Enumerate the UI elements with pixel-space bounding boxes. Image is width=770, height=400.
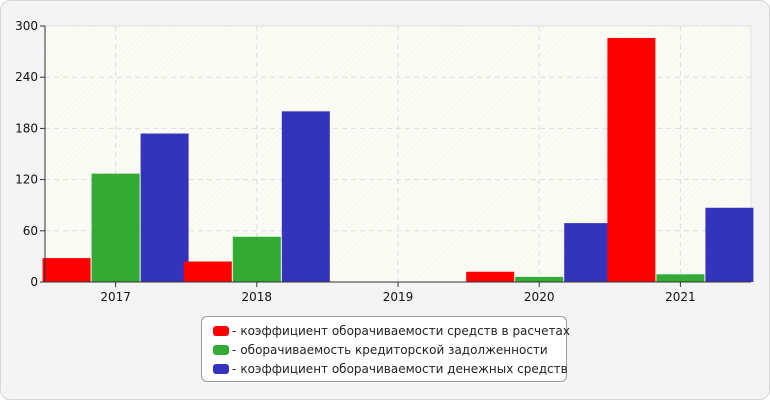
- x-tick-label: 2020: [524, 290, 555, 304]
- bar: [515, 276, 564, 282]
- legend: - коэффициент оборачиваемости средств в …: [201, 316, 570, 382]
- legend-prefix: -: [232, 361, 237, 376]
- legend-label: коэффициент оборачиваемости денежных сре…: [240, 361, 568, 376]
- y-tick-label: 300: [15, 19, 38, 33]
- x-tick-label: 2019: [383, 290, 414, 304]
- y-tick-labels: 0 60 120 180 240 300: [15, 19, 38, 289]
- bars: [42, 37, 754, 282]
- legend-item: - коэффициент оборачиваемости средств в …: [213, 321, 570, 340]
- legend-swatch: [213, 344, 229, 355]
- legend-item: - коэффициент оборачиваемости денежных с…: [213, 359, 568, 378]
- y-tick-label: 0: [30, 275, 38, 289]
- legend-label: коэффициент оборачиваемости средств в ра…: [240, 323, 570, 338]
- legend-swatch: [213, 363, 229, 374]
- y-tick-label: 60: [23, 224, 38, 238]
- legend-swatch: [213, 325, 229, 336]
- bar: [607, 37, 656, 282]
- x-tick-label: 2018: [242, 290, 273, 304]
- bar: [564, 223, 613, 282]
- x-tick-label: 2017: [100, 290, 131, 304]
- axes: [40, 25, 751, 287]
- bar: [42, 258, 91, 282]
- y-tick-label: 180: [15, 121, 38, 135]
- bar: [656, 274, 705, 282]
- legend-item: - оборачиваемость кредиторской задолженн…: [213, 340, 566, 359]
- legend-label: оборачиваемость кредиторской задолженнос…: [240, 342, 548, 357]
- bar: [232, 236, 281, 282]
- bar: [91, 173, 140, 282]
- bar: [705, 207, 754, 282]
- bar: [183, 261, 232, 282]
- legend-prefix: -: [232, 323, 237, 338]
- bar: [140, 133, 189, 282]
- y-tick-label: 120: [15, 173, 38, 187]
- x-tick-label: 2021: [665, 290, 696, 304]
- x-tick-labels: 2017 2018 2019 2020 2021: [100, 290, 695, 304]
- legend-prefix: -: [232, 342, 237, 357]
- bar: [466, 271, 515, 282]
- bar: [281, 111, 330, 282]
- y-tick-label: 240: [15, 70, 38, 84]
